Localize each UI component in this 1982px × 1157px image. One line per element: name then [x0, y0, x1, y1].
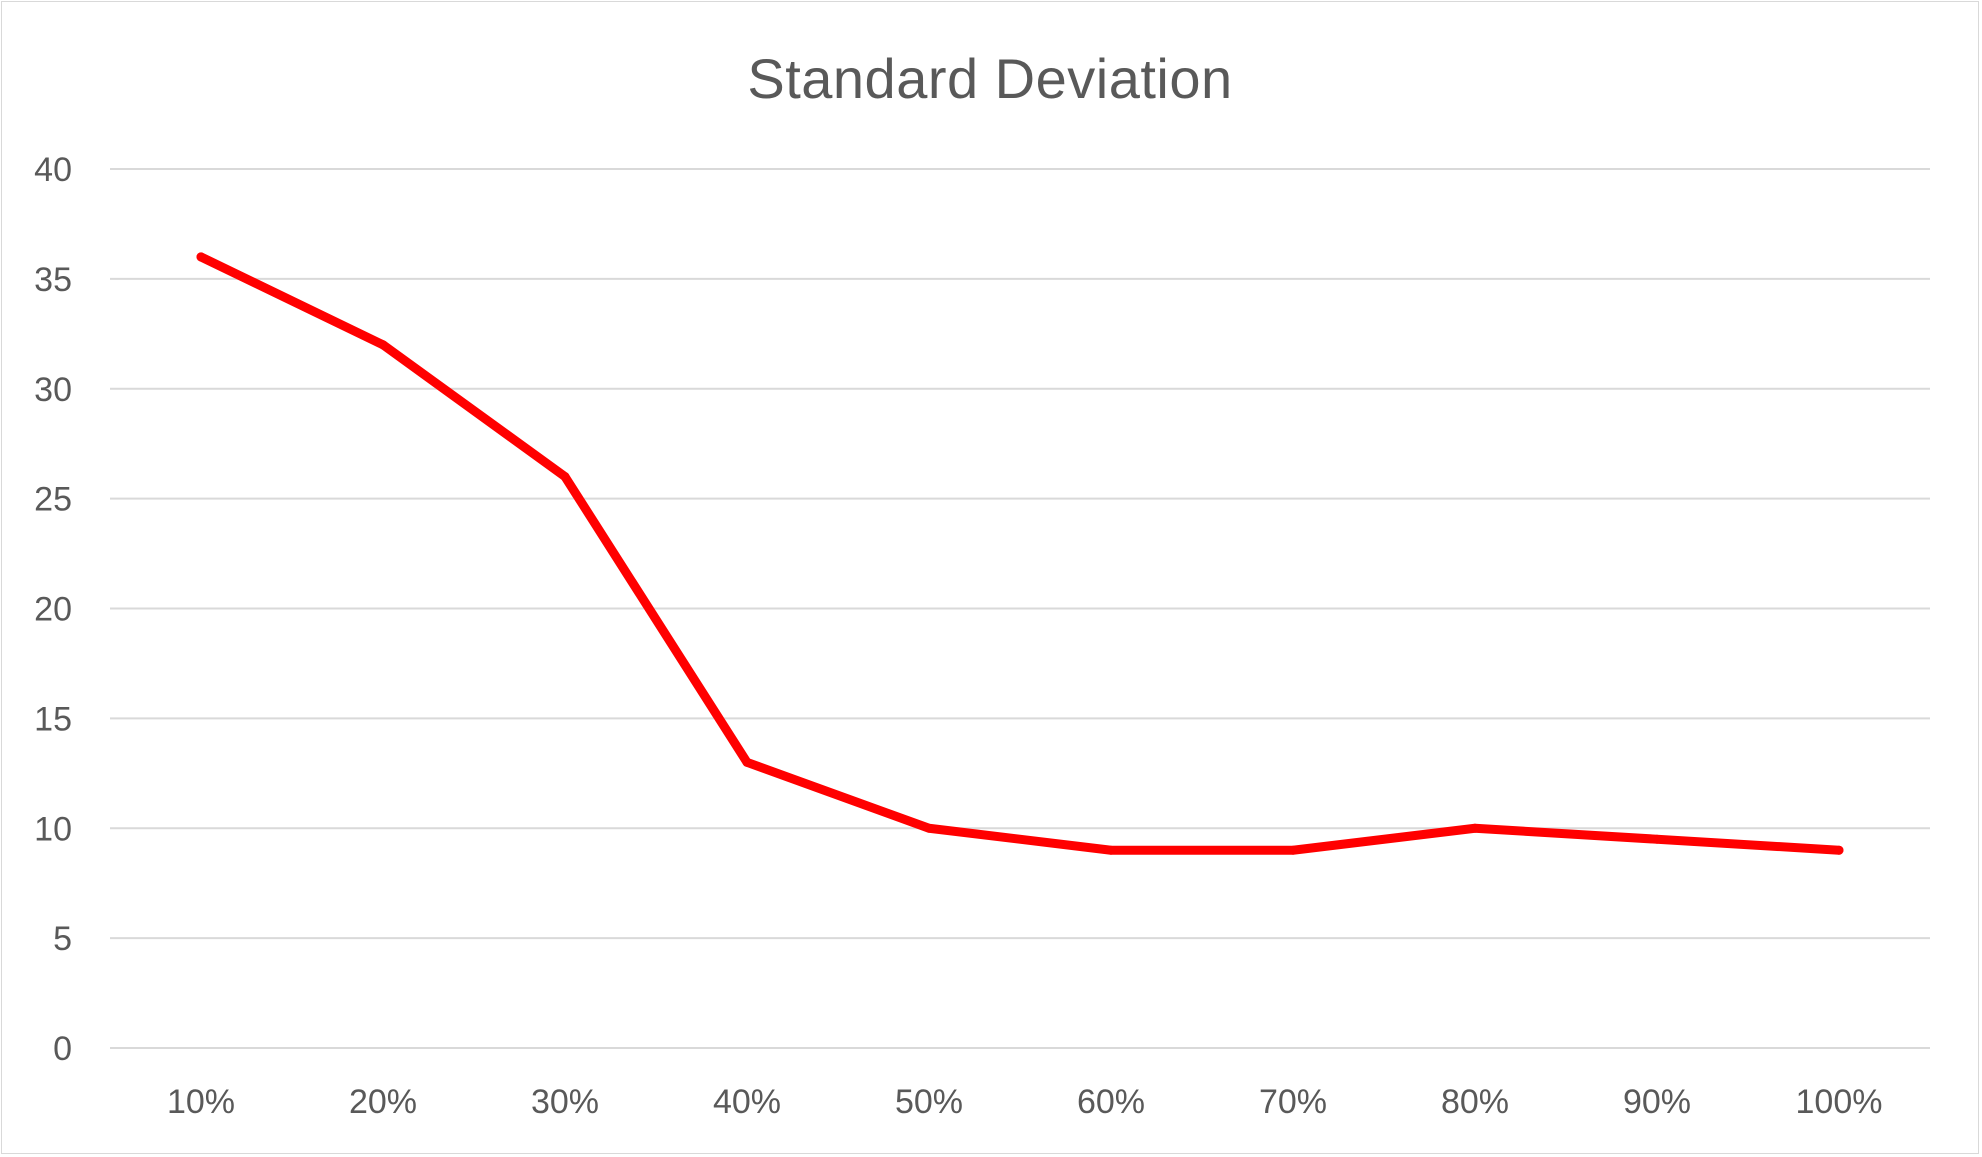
- x-tick-label: 70%: [1259, 1083, 1327, 1121]
- x-tick-label: 80%: [1441, 1083, 1509, 1121]
- y-tick-label: 5: [53, 920, 72, 958]
- y-tick-label: 10: [34, 810, 72, 848]
- data-point: [1834, 845, 1844, 855]
- x-tick-label: 90%: [1623, 1083, 1691, 1121]
- y-tick-label: 40: [34, 151, 72, 189]
- data-point: [560, 472, 570, 482]
- y-tick-label: 30: [34, 371, 72, 409]
- y-tick-label: 25: [34, 481, 72, 519]
- y-axis-ticks: 0 5 10 15 20 25 30 35 40: [34, 151, 72, 1068]
- data-point: [196, 252, 206, 262]
- data-point: [1288, 845, 1298, 855]
- gridlines: [110, 168, 1930, 1049]
- y-tick-label: 0: [53, 1030, 72, 1068]
- x-tick-label: 30%: [531, 1083, 599, 1121]
- y-tick-label: 15: [34, 700, 72, 738]
- data-point: [1470, 823, 1480, 833]
- x-tick-label: 60%: [1077, 1083, 1145, 1121]
- data-point: [378, 340, 388, 350]
- series-line: [196, 252, 1844, 855]
- x-tick-label: 100%: [1796, 1083, 1883, 1121]
- y-tick-label: 20: [34, 591, 72, 629]
- x-axis-ticks: 10% 20% 30% 40% 50% 60% 70% 80% 90% 100%: [167, 1083, 1883, 1121]
- series-layer: [196, 252, 1844, 855]
- data-point: [1652, 834, 1662, 844]
- x-tick-label: 50%: [895, 1083, 963, 1121]
- x-tick-label: 10%: [167, 1083, 235, 1121]
- x-tick-label: 40%: [713, 1083, 781, 1121]
- data-point: [1106, 845, 1116, 855]
- data-point: [742, 757, 752, 767]
- x-tick-label: 20%: [349, 1083, 417, 1121]
- y-tick-label: 35: [34, 261, 72, 299]
- chart-title: Standard Deviation: [747, 47, 1233, 110]
- data-point: [924, 823, 934, 833]
